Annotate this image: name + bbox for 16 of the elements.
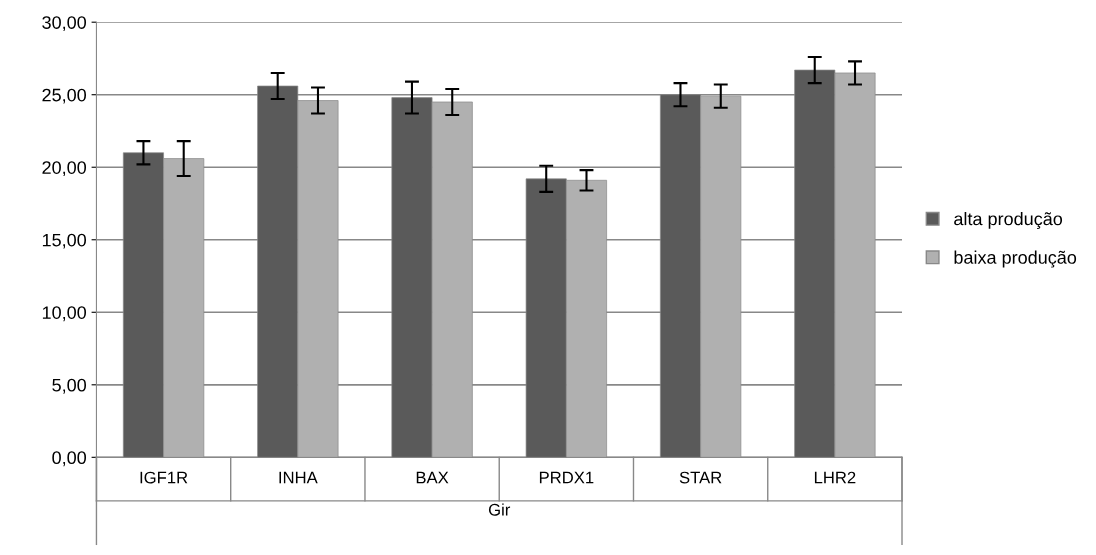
y-tick-label: 5,00	[52, 378, 87, 394]
y-tick-label: 20,00	[42, 161, 87, 177]
y-tick-label: 15,00	[42, 233, 87, 249]
x-tick-label: LHR2	[814, 471, 856, 484]
legend-label: alta produção	[954, 212, 1063, 229]
x-tick-label: INHA	[279, 471, 318, 484]
x-axis-title: Gir	[488, 503, 511, 516]
x-tick-label: IGF1R	[140, 471, 188, 484]
y-tick-label: 25,00	[42, 88, 87, 104]
y-tick-label: 0,00	[52, 451, 87, 467]
x-tick-label: BAX	[416, 471, 449, 484]
y-tick-label: 10,00	[42, 306, 87, 322]
x-tick-label: STAR	[679, 471, 722, 484]
x-tick-label: PRDX1	[539, 471, 594, 484]
y-tick-label: 30,00	[42, 16, 87, 32]
legend-label: baixa produção	[954, 250, 1077, 268]
